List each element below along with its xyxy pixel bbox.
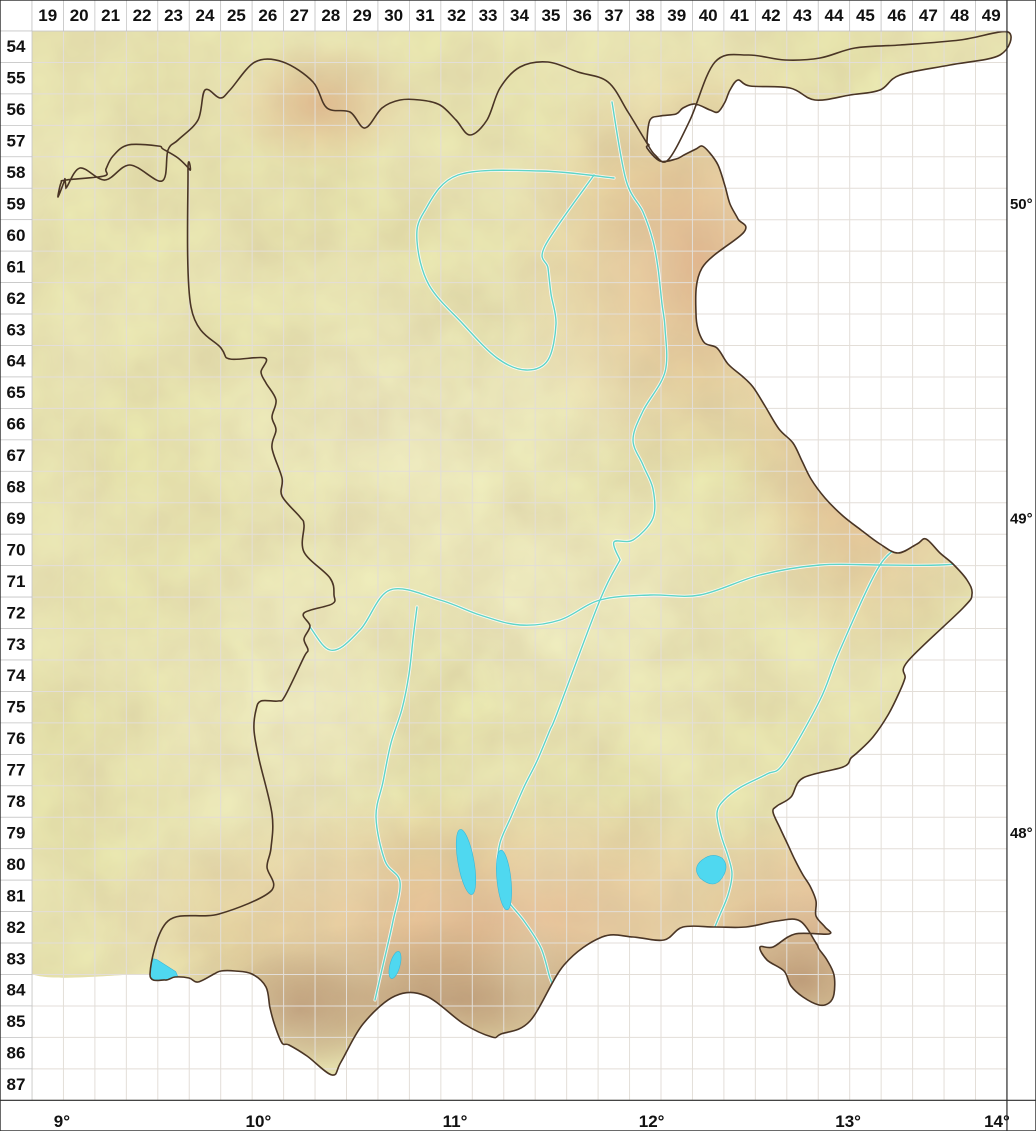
svg-text:55: 55	[7, 69, 26, 88]
svg-text:79: 79	[7, 823, 26, 842]
svg-text:82: 82	[7, 918, 26, 937]
svg-text:73: 73	[7, 635, 26, 654]
svg-text:23: 23	[164, 6, 183, 25]
svg-text:68: 68	[7, 478, 26, 497]
svg-text:64: 64	[7, 352, 26, 371]
svg-text:65: 65	[7, 383, 26, 402]
svg-text:47: 47	[919, 6, 938, 25]
svg-text:13°: 13°	[835, 1112, 861, 1131]
svg-text:29: 29	[353, 6, 372, 25]
svg-text:76: 76	[7, 729, 26, 748]
svg-text:46: 46	[887, 6, 906, 25]
svg-text:34: 34	[510, 6, 529, 25]
svg-text:19: 19	[38, 6, 57, 25]
svg-text:69: 69	[7, 509, 26, 528]
svg-text:45: 45	[856, 6, 875, 25]
svg-text:60: 60	[7, 226, 26, 245]
svg-text:41: 41	[730, 6, 749, 25]
svg-text:12°: 12°	[639, 1112, 665, 1131]
svg-text:26: 26	[258, 6, 277, 25]
svg-text:77: 77	[7, 761, 26, 780]
svg-text:49: 49	[982, 6, 1001, 25]
svg-text:40: 40	[699, 6, 718, 25]
svg-text:10°: 10°	[246, 1112, 272, 1131]
svg-text:37: 37	[604, 6, 623, 25]
svg-text:20: 20	[70, 6, 89, 25]
svg-text:39: 39	[667, 6, 686, 25]
svg-text:87: 87	[7, 1075, 26, 1094]
svg-text:67: 67	[7, 446, 26, 465]
svg-text:30: 30	[384, 6, 403, 25]
svg-text:25: 25	[227, 6, 246, 25]
svg-text:61: 61	[7, 257, 26, 276]
svg-text:85: 85	[7, 1012, 26, 1031]
svg-text:48: 48	[950, 6, 969, 25]
svg-text:80: 80	[7, 855, 26, 874]
svg-text:71: 71	[7, 572, 26, 591]
svg-text:86: 86	[7, 1044, 26, 1063]
svg-text:43: 43	[793, 6, 812, 25]
svg-text:28: 28	[321, 6, 340, 25]
svg-text:59: 59	[7, 194, 26, 213]
svg-text:33: 33	[479, 6, 498, 25]
svg-text:24: 24	[196, 6, 215, 25]
svg-text:48°: 48°	[1010, 825, 1033, 842]
svg-text:78: 78	[7, 792, 26, 811]
svg-text:70: 70	[7, 540, 26, 559]
svg-text:83: 83	[7, 949, 26, 968]
svg-text:36: 36	[573, 6, 592, 25]
svg-text:84: 84	[7, 981, 26, 1000]
svg-text:66: 66	[7, 415, 26, 434]
svg-text:9°: 9°	[54, 1112, 70, 1131]
svg-text:49°: 49°	[1010, 510, 1033, 527]
svg-text:57: 57	[7, 132, 26, 151]
svg-text:63: 63	[7, 320, 26, 339]
svg-text:14°: 14°	[984, 1112, 1010, 1131]
svg-text:72: 72	[7, 603, 26, 622]
svg-text:31: 31	[416, 6, 435, 25]
svg-text:56: 56	[7, 100, 26, 119]
svg-text:75: 75	[7, 698, 26, 717]
svg-text:58: 58	[7, 163, 26, 182]
svg-text:54: 54	[7, 37, 26, 56]
svg-text:32: 32	[447, 6, 466, 25]
svg-text:42: 42	[762, 6, 781, 25]
svg-text:81: 81	[7, 886, 26, 905]
svg-text:50°: 50°	[1010, 196, 1033, 213]
svg-text:35: 35	[541, 6, 560, 25]
svg-text:38: 38	[636, 6, 655, 25]
svg-text:11°: 11°	[443, 1112, 468, 1131]
svg-text:44: 44	[825, 6, 844, 25]
svg-text:27: 27	[290, 6, 309, 25]
svg-text:21: 21	[101, 6, 120, 25]
svg-text:22: 22	[133, 6, 152, 25]
svg-text:62: 62	[7, 289, 26, 308]
svg-text:74: 74	[7, 666, 26, 685]
